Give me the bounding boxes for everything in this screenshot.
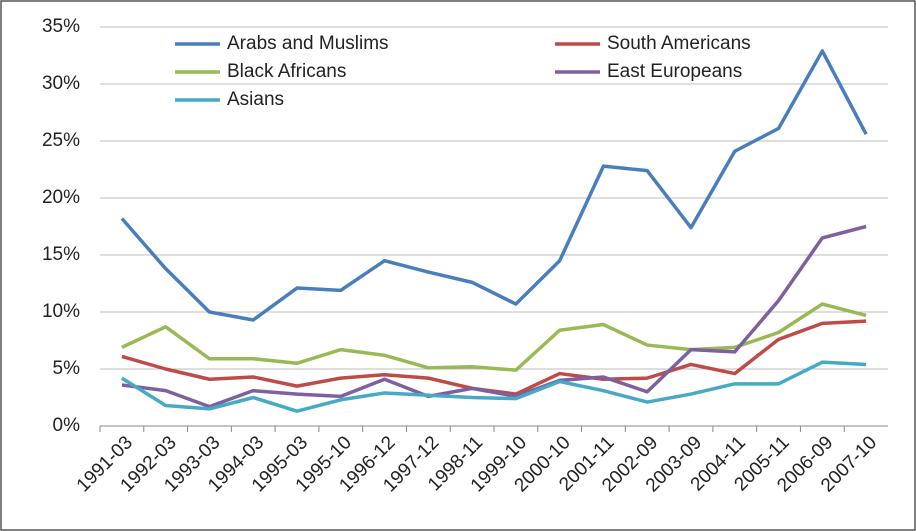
y-tick-label: 0% bbox=[53, 415, 81, 436]
legend-label: Asians bbox=[227, 89, 284, 110]
line-series bbox=[120, 360, 867, 413]
y-tick-label: 10% bbox=[42, 301, 80, 322]
legend-label: Arabs and Muslims bbox=[227, 33, 389, 54]
line-series bbox=[121, 224, 867, 409]
y-tick-label: 30% bbox=[42, 73, 80, 94]
y-tick-label: 20% bbox=[42, 187, 80, 208]
line-series bbox=[120, 49, 868, 322]
legend-label: Black Africans bbox=[227, 61, 346, 82]
y-tick-label: 25% bbox=[42, 130, 80, 151]
y-tick-label: 35% bbox=[42, 16, 80, 37]
y-tick-label: 15% bbox=[42, 244, 80, 265]
legend-label: East Europeans bbox=[607, 61, 742, 82]
legend-label: South Americans bbox=[607, 33, 751, 54]
y-tick-label: 5% bbox=[53, 358, 81, 379]
